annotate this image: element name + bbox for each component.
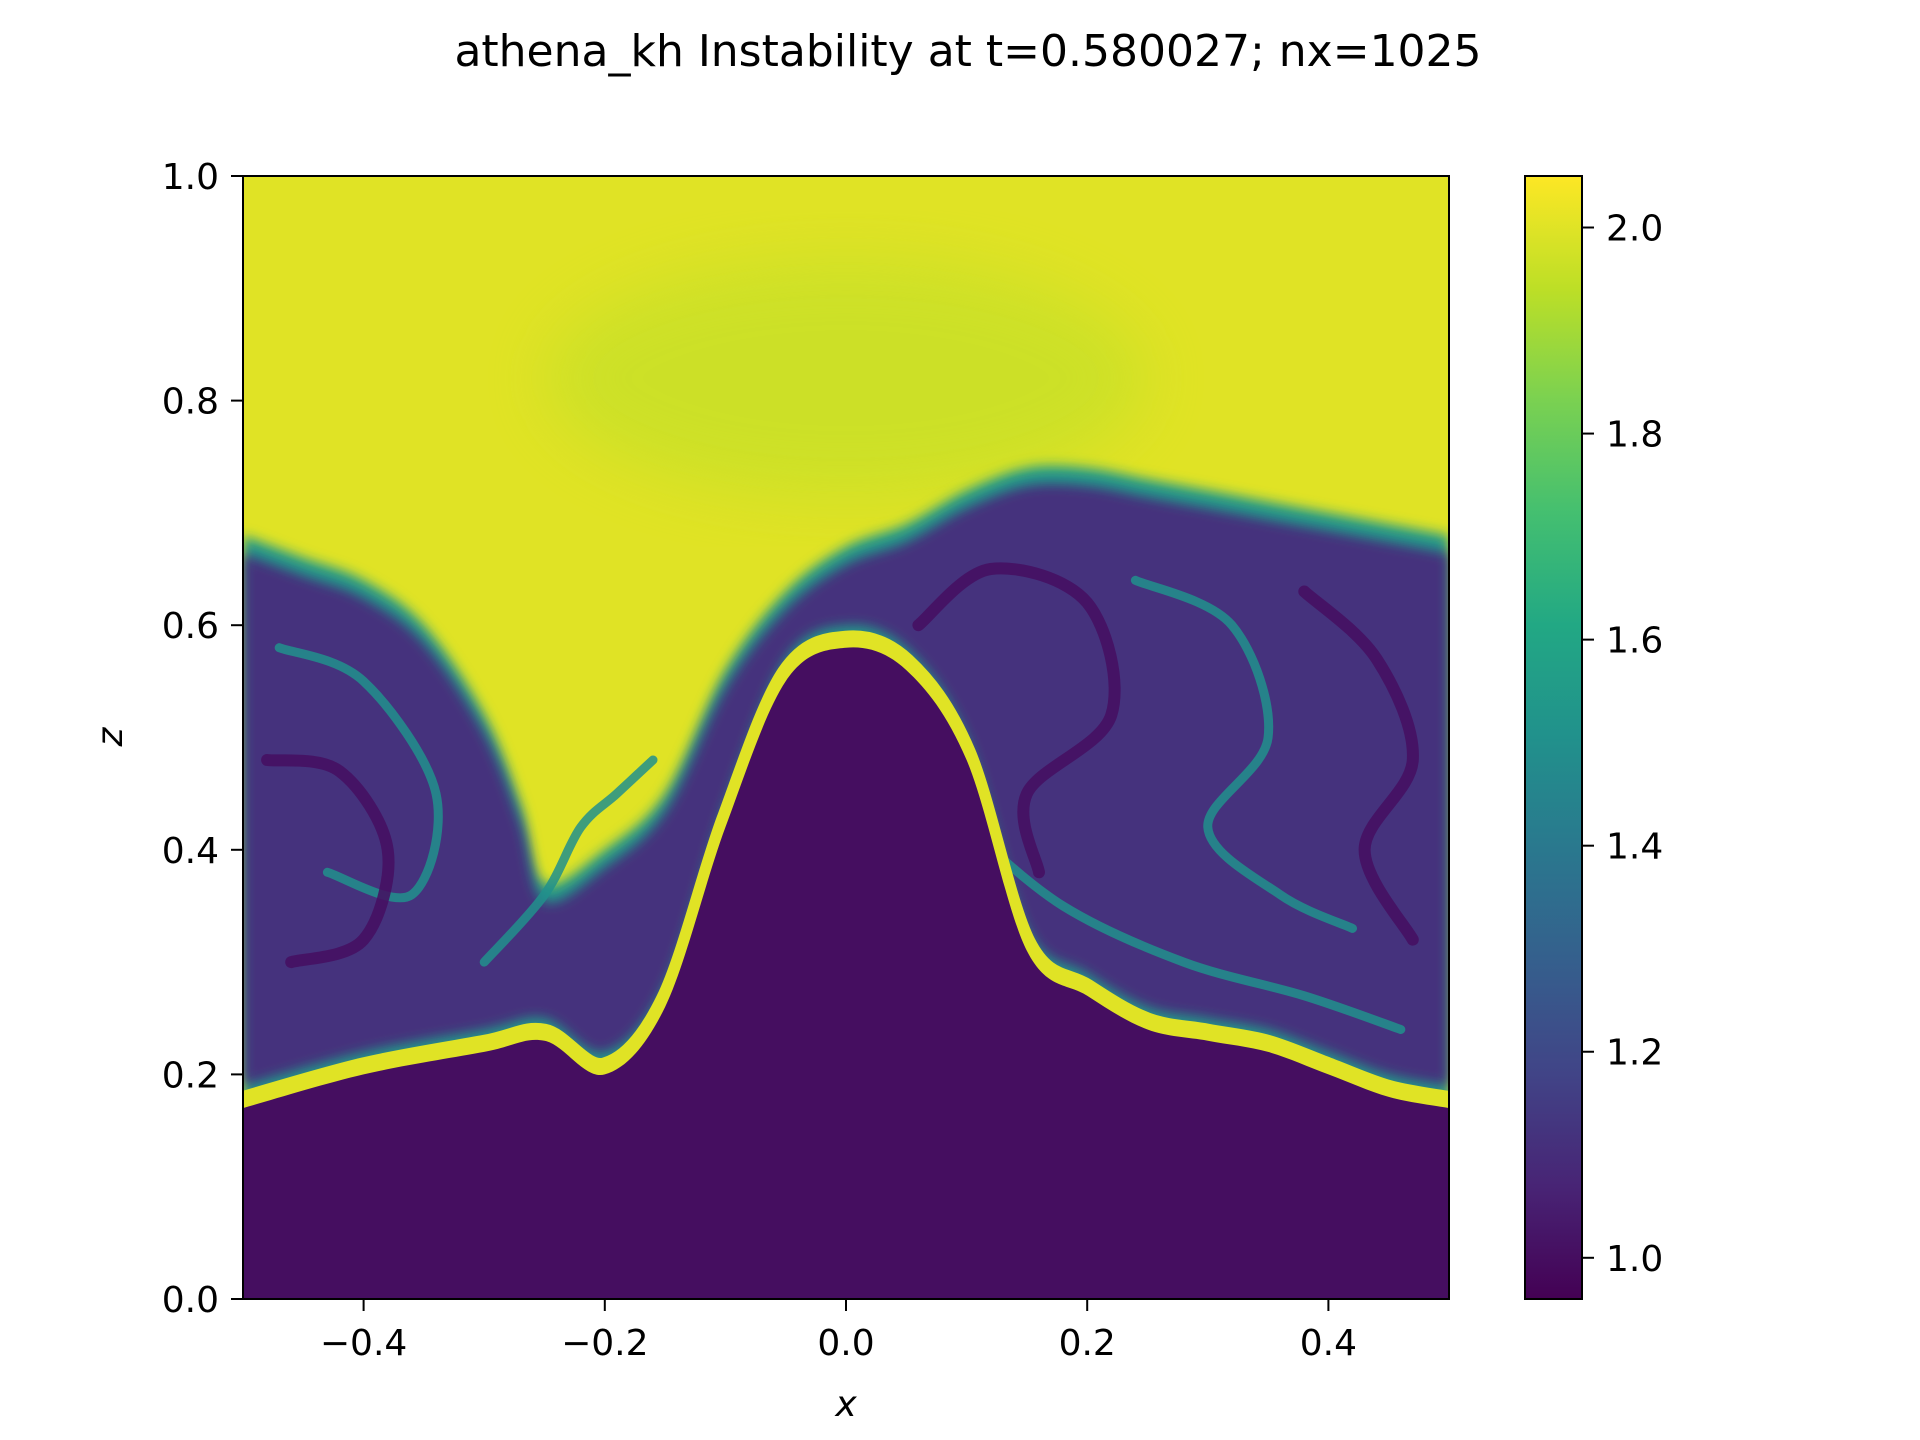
swirl-filament <box>1130 575 1357 933</box>
x-tick-label: 0.0 <box>817 1323 874 1364</box>
colorbar <box>1524 175 1583 1300</box>
y-tick-label: 0.6 <box>162 606 219 647</box>
y-axis-label: z <box>90 726 131 747</box>
swirl-filament <box>261 754 395 969</box>
swirl-filament <box>1298 585 1419 946</box>
swirl-filament <box>274 643 443 903</box>
y-axis-ticks: 0.0 0.2 0.4 0.6 0.8 1.0 <box>162 157 243 1321</box>
colorbar-tick-label: 1.2 <box>1606 1033 1663 1074</box>
chart-title: athena_kh Instability at t=0.580027; nx=… <box>454 26 1481 77</box>
colorbar-tick-label: 1.4 <box>1606 827 1663 868</box>
mixing-layer-core <box>243 483 1449 1087</box>
x-tick-label: −0.2 <box>561 1323 648 1364</box>
x-tick-label: −0.4 <box>320 1323 407 1364</box>
x-axis-ticks: −0.4 −0.2 0.0 0.2 0.4 <box>320 1299 1357 1364</box>
heatmap-field <box>243 176 1449 1299</box>
colorbar-ticks: 1.0 1.2 1.4 1.6 1.8 2.0 <box>1582 209 1663 1280</box>
colorbar-tick-label: 1.0 <box>1606 1239 1663 1280</box>
colorbar-tick-label: 2.0 <box>1606 209 1663 250</box>
lower-layer <box>243 647 1449 1299</box>
y-tick-label: 0.0 <box>162 1280 219 1321</box>
upper-layer-variation <box>546 258 1146 499</box>
x-axis-label: x <box>834 1384 857 1425</box>
y-tick-label: 1.0 <box>162 157 219 198</box>
y-tick-label: 0.4 <box>162 831 219 872</box>
swirl-filament <box>962 822 1406 1034</box>
colorbar-tick-label: 1.6 <box>1606 621 1663 662</box>
x-tick-label: 0.2 <box>1059 1323 1116 1364</box>
colorbar-tick-label: 1.8 <box>1606 415 1663 456</box>
swirl-filament <box>912 562 1121 879</box>
x-tick-label: 0.4 <box>1300 1323 1357 1364</box>
swirl-filament <box>479 755 658 967</box>
y-tick-label: 0.8 <box>162 382 219 423</box>
y-tick-label: 0.2 <box>162 1055 219 1096</box>
interface-rim <box>243 630 1449 1110</box>
